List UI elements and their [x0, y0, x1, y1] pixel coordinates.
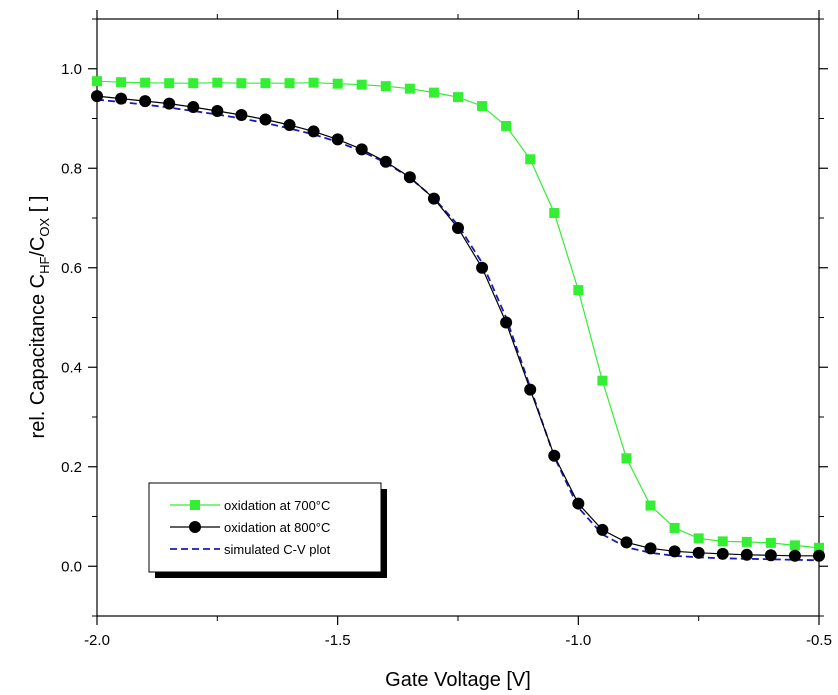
data-point-circle: [596, 523, 609, 536]
data-point-square: [404, 83, 415, 94]
x-axis-title: Gate Voltage [V]: [385, 669, 531, 691]
data-point-circle: [476, 261, 489, 274]
legend-label: simulated C-V plot: [224, 542, 331, 557]
data-point-square: [308, 77, 319, 88]
legend-marker-square: [190, 500, 200, 510]
data-point-circle: [788, 549, 801, 562]
legend-box: [148, 482, 382, 573]
data-point-circle: [500, 316, 513, 329]
data-point-circle: [764, 549, 777, 562]
data-point-circle: [307, 125, 320, 138]
legend: oxidation at 700°C oxidation at 800°C simu…: [148, 482, 387, 578]
y-tick-label: 0.0: [61, 558, 82, 575]
data-point-circle: [452, 221, 464, 234]
y-tick-label: 0.8: [61, 160, 82, 177]
data-point-square: [621, 453, 632, 464]
data-point-square: [501, 120, 512, 131]
y-tick-label: 1.0: [61, 61, 82, 78]
data-point-square: [789, 540, 800, 551]
x-axis-ticks: -2.0 -1.5 -1.0 -0.5: [84, 10, 832, 649]
data-point-square: [380, 81, 391, 92]
data-point-circle: [524, 383, 537, 396]
data-point-square: [164, 78, 175, 89]
data-point-circle: [403, 171, 416, 184]
data-point-circle: [355, 143, 368, 156]
data-point-square: [212, 77, 223, 88]
series-oxidation-at-800-c: [91, 90, 825, 562]
data-point-square: [236, 78, 247, 89]
data-point-circle: [692, 546, 705, 559]
x-tick-label: -2.0: [84, 632, 110, 649]
data-point-square: [356, 79, 367, 90]
y-axis-title-sub-hf: HF: [37, 257, 52, 274]
data-point-square: [814, 542, 824, 553]
series-line: [96, 80, 820, 549]
data-point-square: [332, 78, 343, 89]
data-point-square: [693, 533, 704, 544]
data-point-square: [477, 101, 488, 112]
data-point-circle: [163, 97, 176, 110]
data-point-circle: [211, 105, 224, 118]
data-point-circle: [740, 548, 753, 561]
data-point-square: [260, 78, 271, 89]
data-point-circle: [331, 133, 344, 146]
data-point-square: [765, 537, 776, 548]
data-point-square: [573, 285, 584, 296]
data-point-circle: [644, 542, 657, 555]
data-point-circle: [187, 101, 200, 114]
y-tick-label: 0.6: [61, 260, 82, 277]
data-point-circle: [620, 536, 633, 549]
y-axis-title-middle: /C: [27, 237, 49, 257]
x-tick-label: -1.0: [565, 632, 591, 649]
data-point-circle: [115, 92, 128, 105]
data-point-circle: [259, 113, 272, 126]
data-point-square: [284, 78, 295, 89]
data-point-square: [525, 154, 536, 165]
data-point-square: [116, 77, 127, 88]
data-point-square: [645, 500, 656, 511]
data-point-circle: [427, 192, 440, 205]
x-tick-label: -0.5: [806, 632, 832, 649]
data-point-circle: [91, 90, 103, 103]
data-point-square: [741, 536, 752, 547]
y-axis-title-sub-ox: OX: [37, 217, 52, 236]
data-point-square: [669, 522, 680, 533]
data-point-square: [453, 92, 463, 103]
legend-label: oxidation at 800°C: [224, 520, 330, 535]
legend-label: oxidation at 700°C: [224, 498, 330, 513]
data-point-square: [140, 77, 151, 88]
y-axis-title-suffix: [ ]: [27, 196, 49, 218]
y-axis-title-prefix: rel. Capacitance C: [27, 274, 49, 439]
y-tick-label: 0.4: [61, 359, 82, 376]
data-point-square: [549, 208, 560, 219]
data-point-square: [717, 536, 728, 547]
legend-marker-circle: [189, 521, 201, 533]
data-point-circle: [283, 118, 296, 131]
data-point-circle: [668, 545, 681, 558]
y-axis-ticks: 0.0 0.2 0.4 0.6 0.8 1.0: [61, 18, 828, 617]
data-point-square: [597, 375, 608, 386]
series-layer: [91, 76, 825, 562]
series-oxidation-at-700-c: [92, 76, 824, 553]
data-point-circle: [379, 155, 392, 168]
data-point-circle: [572, 497, 585, 510]
data-point-square: [428, 87, 439, 98]
y-axis-title: rel. Capacitance CHF/COX [ ]: [27, 196, 52, 439]
data-point-square: [188, 78, 199, 89]
data-point-circle: [139, 95, 152, 108]
y-tick-label: 0.2: [61, 459, 82, 476]
x-tick-label: -1.5: [325, 632, 351, 649]
data-point-square: [92, 76, 102, 87]
data-point-circle: [548, 449, 561, 462]
data-point-circle: [716, 547, 729, 560]
data-point-circle: [813, 549, 825, 562]
data-point-circle: [235, 109, 248, 122]
